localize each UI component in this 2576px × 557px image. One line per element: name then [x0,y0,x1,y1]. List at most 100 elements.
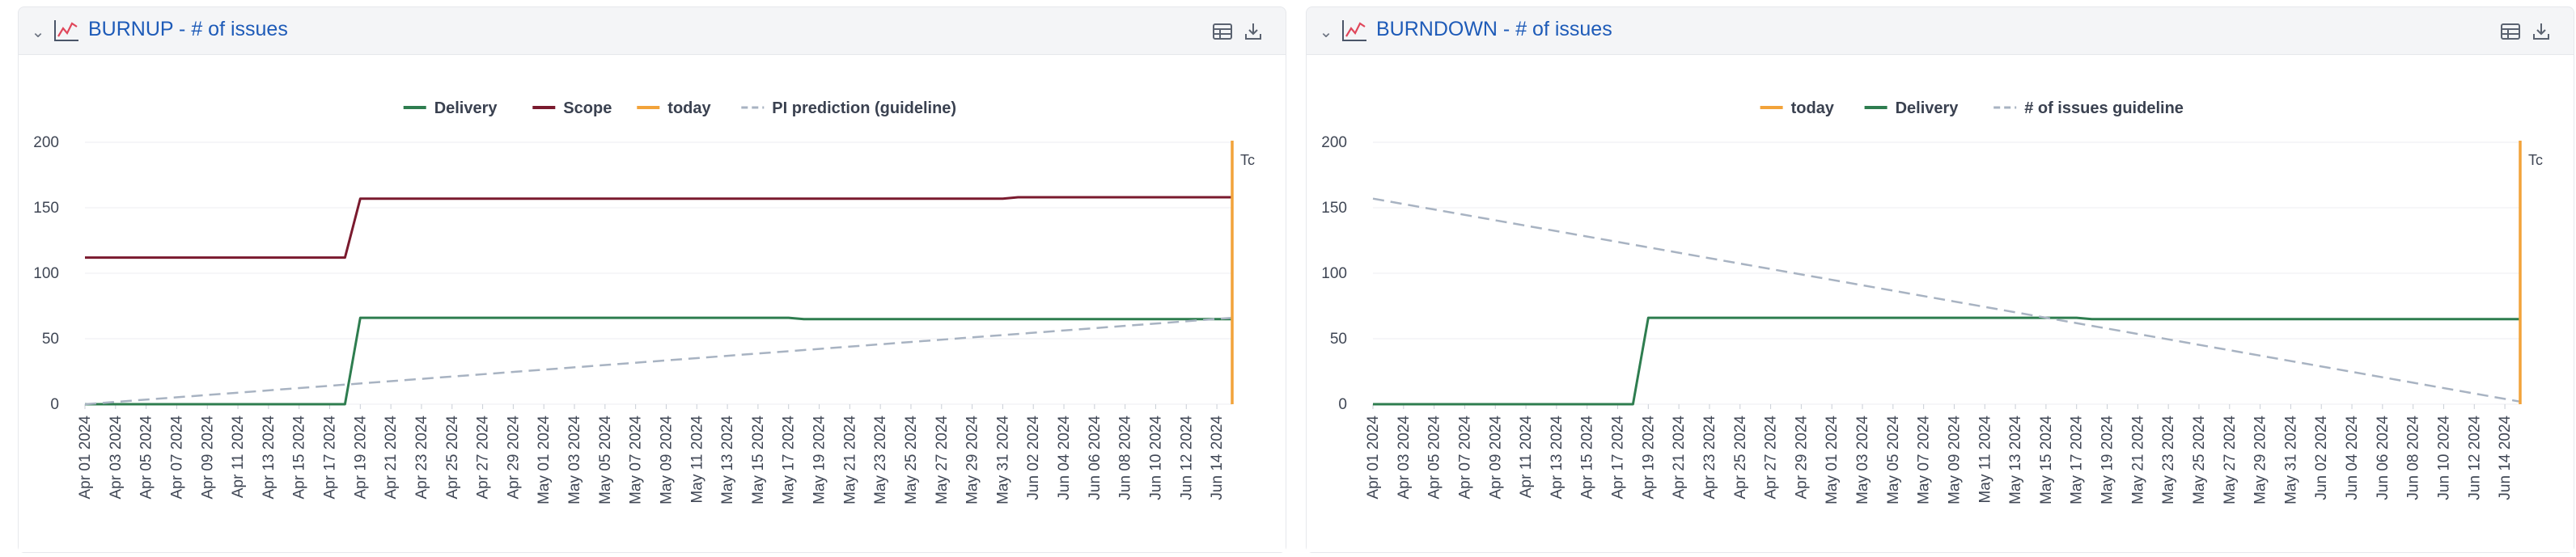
legend-item[interactable]: Delivery [1864,99,1960,117]
y-tick-label: 50 [1330,331,1347,348]
series-line-delivery [85,316,1232,406]
x-tick-label: Apr 19 2024 [352,416,369,500]
x-tick-label: May 21 2024 [2129,416,2146,504]
x-tick-label: Apr 27 2024 [475,416,492,500]
x-tick-label: May 01 2024 [1824,416,1841,504]
y-tick-label: 50 [42,331,59,348]
x-tick-label: May 27 2024 [2222,416,2239,504]
x-tick-label: May 23 2024 [872,416,889,504]
burnup-panel: ⌄ BURNUP - # of issues 0 50 100 150 200 Apr 0… [18,6,1286,553]
legend-item[interactable]: Delivery [403,99,498,117]
x-tick-label: Apr 27 2024 [1763,416,1780,500]
legend-item[interactable]: Scope [532,99,612,117]
legend-label: Scope [563,99,612,117]
burndown-chart: 0 50 100 150 200 Apr 01 2024 Apr 03 2024 Apr 05… [1321,99,2543,504]
x-tick-label: Apr 11 2024 [1518,416,1535,499]
x-tick-label: Jun 08 2024 [1117,416,1134,500]
x-tick-label: May 15 2024 [2038,416,2055,504]
x-tick-label: May 17 2024 [781,416,798,504]
x-tick-label: Apr 05 2024 [1426,416,1443,500]
x-tick-label: Jun 02 2024 [2313,416,2330,500]
today-marker-label: Tc [1240,152,1255,168]
line-chart-icon [1342,20,1366,41]
x-tick-label: Apr 17 2024 [1610,416,1627,500]
x-tick-label: Jun 12 2024 [1178,416,1195,500]
x-tick-label: Apr 05 2024 [138,416,155,500]
x-tick-label: Apr 13 2024 [1549,416,1566,500]
series-line-delivery [1373,316,2520,406]
x-tick-label: May 03 2024 [1854,416,1871,504]
series-line-pi-prediction-guideline [84,316,1233,406]
x-tick-label: Apr 15 2024 [291,416,308,500]
table-view-icon[interactable] [2499,20,2522,43]
burndown-panel-header: ⌄ BURNDOWN - # of issues [1307,7,2574,54]
x-tick-label: May 31 2024 [994,416,1011,504]
x-tick-label: May 11 2024 [688,416,705,504]
x-tick-label: May 27 2024 [934,416,951,504]
x-tick-label: Jun 10 2024 [1147,416,1164,500]
collapse-chevron-icon[interactable]: ⌄ [1319,23,1333,41]
collapse-chevron-icon[interactable]: ⌄ [31,23,45,41]
x-tick-label: May 25 2024 [903,416,920,504]
x-tick-label: Apr 25 2024 [1732,416,1749,500]
y-tick-label: 200 [1321,134,1347,151]
legend-label: today [667,99,711,117]
panel-title: BURNDOWN - # of issues [1376,18,1612,40]
x-tick-label: Apr 17 2024 [322,416,339,500]
x-tick-label: May 13 2024 [2007,416,2024,504]
y-tick-label: 150 [1321,200,1347,217]
x-tick-label: Apr 19 2024 [1640,416,1657,500]
x-tick-label: May 19 2024 [2099,416,2116,504]
x-tick-label: Apr 09 2024 [199,416,216,500]
table-view-icon[interactable] [1211,20,1234,43]
burndown-panel: ⌄ BURNDOWN - # of issues 0 50 100 150 200 Apr… [1306,6,2574,553]
x-tick-label: May 23 2024 [2160,416,2177,504]
series-line-scope [85,196,1232,260]
legend-label: today [1791,99,1835,117]
x-tick-label: Apr 29 2024 [1793,416,1810,500]
x-tick-label: May 11 2024 [1976,416,1993,504]
x-tick-label: May 07 2024 [1916,416,1933,504]
x-tick-label: Jun 02 2024 [1025,416,1042,500]
x-tick-label: Apr 21 2024 [383,416,400,500]
legend-label: Delivery [434,99,498,117]
x-tick-label: May 07 2024 [628,416,645,504]
x-tick-label: Apr 03 2024 [1396,416,1413,500]
legend-item[interactable]: today [637,99,712,117]
x-tick-label: Jun 06 2024 [2375,416,2392,500]
download-icon[interactable] [1242,20,1265,43]
burnup-chart-area: 0 50 100 150 200 Apr 01 2024 Apr 03 2024 Apr 05… [19,54,1286,552]
x-tick-label: May 17 2024 [2069,416,2086,504]
x-tick-label: May 03 2024 [566,416,583,504]
legend-item[interactable]: PI prediction (guideline) [741,99,956,117]
x-tick-label: Jun 14 2024 [1209,416,1226,500]
x-tick-label: Apr 25 2024 [444,416,461,500]
x-tick-label: May 01 2024 [536,416,553,504]
line-chart-icon [54,20,78,41]
x-tick-label: Jun 08 2024 [2405,416,2422,500]
x-tick-label: Apr 07 2024 [168,416,185,500]
x-tick-label: May 05 2024 [1885,416,1902,504]
download-icon[interactable] [2530,20,2553,43]
x-tick-label: Jun 06 2024 [1087,416,1104,500]
x-tick-label: Jun 04 2024 [2344,416,2361,500]
y-tick-label: 100 [1321,265,1347,282]
x-tick-label: Apr 29 2024 [505,416,522,500]
legend-item[interactable]: today [1760,99,1835,117]
legend-label: # of issues guideline [2024,99,2184,117]
legend-label: PI prediction (guideline) [772,99,956,117]
x-tick-label: Apr 01 2024 [77,416,94,500]
x-tick-label: May 13 2024 [719,416,736,504]
legend-item[interactable]: # of issues guideline [1993,99,2184,117]
x-tick-label: Jun 04 2024 [1056,416,1073,500]
x-tick-label: Apr 23 2024 [413,416,430,500]
burnup-panel-header: ⌄ BURNUP - # of issues [19,7,1286,54]
y-tick-label: 100 [33,265,59,282]
burndown-chart-area: 0 50 100 150 200 Apr 01 2024 Apr 03 2024 Apr 05… [1307,54,2574,552]
x-tick-label: Apr 13 2024 [261,416,278,500]
y-tick-label: 150 [33,200,59,217]
x-tick-label: May 15 2024 [750,416,767,504]
y-tick-label: 0 [50,396,59,413]
x-tick-label: May 29 2024 [2252,416,2269,504]
x-tick-label: Jun 10 2024 [2435,416,2452,500]
